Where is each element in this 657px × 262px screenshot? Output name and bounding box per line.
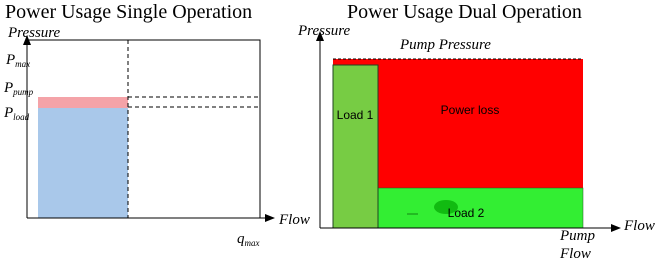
load-2-label: Load 2 (448, 206, 485, 220)
p-main: P (5, 52, 15, 68)
load-1-area (332, 64, 379, 229)
pump-flow-2: Flow (559, 246, 591, 262)
p-sub: pump (12, 87, 33, 97)
pump-flow-1: Pump (559, 228, 595, 244)
p-load: Pload (3, 105, 30, 122)
left-title: Power Usage Single Operation (5, 1, 252, 23)
p-main: P (3, 80, 13, 96)
marker (434, 200, 458, 214)
p-main: P (3, 105, 13, 121)
p-sub: load (13, 112, 30, 122)
y-axis-label: Pressure (7, 25, 61, 41)
p-pump: Ppump (3, 80, 34, 97)
q-sub: max (245, 238, 260, 248)
p-max: Pmax (5, 52, 30, 69)
x-axis-label: Flow (278, 212, 310, 228)
load-area (38, 108, 128, 218)
frame (27, 39, 261, 218)
p-sub: max (15, 59, 30, 69)
load-1-label: Load 1 (337, 108, 374, 122)
y-axis-label: Pressure (297, 23, 351, 39)
q-main: q (237, 231, 245, 247)
loss-area (38, 97, 128, 108)
q-max: qmax (237, 231, 260, 248)
right-title: Power Usage Dual Operation (347, 1, 582, 23)
x-axis-label: Flow (623, 218, 655, 234)
pump-pressure: Pump Pressure (399, 37, 491, 53)
power-loss-label: Power loss (441, 103, 500, 117)
